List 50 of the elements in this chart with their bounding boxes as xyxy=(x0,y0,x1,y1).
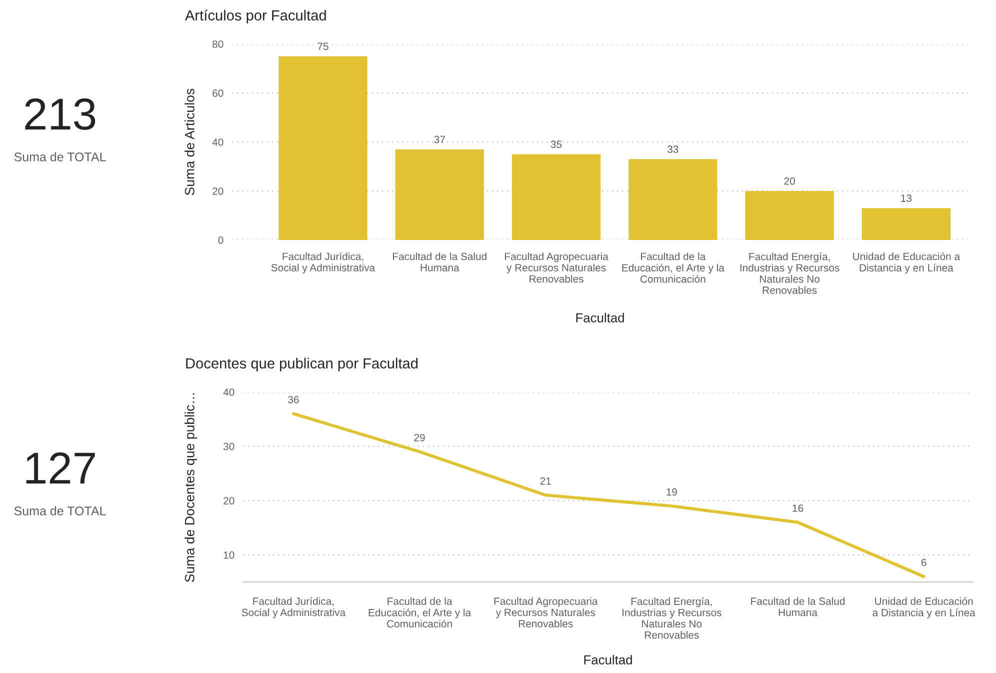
y-tick-label: 40 xyxy=(223,388,234,396)
bar xyxy=(745,191,834,240)
x-tick-label: Facultad de la Educación, el Arte y la Comunicación xyxy=(368,597,472,628)
data-label: 29 xyxy=(414,434,425,442)
data-label: 36 xyxy=(288,396,299,404)
text: Suma de TOTAL xyxy=(14,506,106,516)
data-label: 13 xyxy=(901,194,912,202)
x-tick-label: Facultad Jurídica, Social y Administrativa xyxy=(242,597,346,618)
data-label: 19 xyxy=(666,488,677,496)
data-label: 75 xyxy=(318,42,328,50)
bar xyxy=(278,56,368,240)
y-tick-label: 60 xyxy=(212,90,224,97)
data-label: 6 xyxy=(921,558,926,566)
data-label: 37 xyxy=(434,136,445,144)
y-tick-label: 20 xyxy=(212,188,224,195)
text: Suma de TOTAL xyxy=(14,152,106,162)
y-tick-label: 0 xyxy=(218,236,224,244)
bar xyxy=(628,159,718,240)
bar xyxy=(862,208,951,240)
x-tick-label: Facultad Jurídica, Social y Administrativa xyxy=(271,252,376,274)
y-tick-label: 40 xyxy=(212,138,224,146)
line-series xyxy=(292,412,926,578)
bar xyxy=(512,154,601,240)
x-tick-label: Facultad Energía, Industrias y Recursos Naturales No Renovables xyxy=(622,597,722,639)
x-tick-label: Unidad de Educación a Distancia y en Línea xyxy=(853,252,960,274)
text: 127 xyxy=(26,452,95,484)
data-label: 16 xyxy=(792,504,804,512)
x-axis-title: Facultad xyxy=(576,312,624,322)
data-label: 33 xyxy=(668,146,678,153)
y-axis-title: Suma de Docentes que public… xyxy=(184,393,197,582)
x-tick-label: Facultad de la Salud Humana xyxy=(751,597,845,616)
x-tick-label: Facultad Energía, Industrias y Recursos Naturales No Renovables xyxy=(740,252,840,294)
y-axis-title: Suma de Articulos xyxy=(184,88,194,196)
y-tick-label: 80 xyxy=(212,40,224,48)
y-tick-label: 10 xyxy=(224,551,234,559)
chart-title: Artículos por Facultad xyxy=(185,10,326,24)
x-tick-label: Facultad Agropecuaria y Recursos Naturales Renovables xyxy=(505,252,608,283)
text: 213 xyxy=(25,98,96,130)
bar xyxy=(395,149,484,240)
x-tick-label: Unidad de Educación a Distancia y en Línea xyxy=(872,597,976,618)
y-tick-label: 20 xyxy=(224,497,234,504)
data-label: 20 xyxy=(784,177,795,185)
data-label: 21 xyxy=(540,477,551,485)
data-label: 35 xyxy=(550,140,562,148)
x-tick-label: Facultad Agropecuaria y Recursos Naturales Renovables xyxy=(494,597,598,628)
chart-title: Docentes que publican por Facultad xyxy=(186,358,418,372)
x-tick-label: Facultad de la Educación, el Arte y la Comunicación xyxy=(622,252,724,283)
y-tick-label: 30 xyxy=(223,442,234,450)
x-tick-label: Facultad de la Salud Humana xyxy=(392,252,486,272)
x-axis-title: Facultad xyxy=(584,654,632,664)
